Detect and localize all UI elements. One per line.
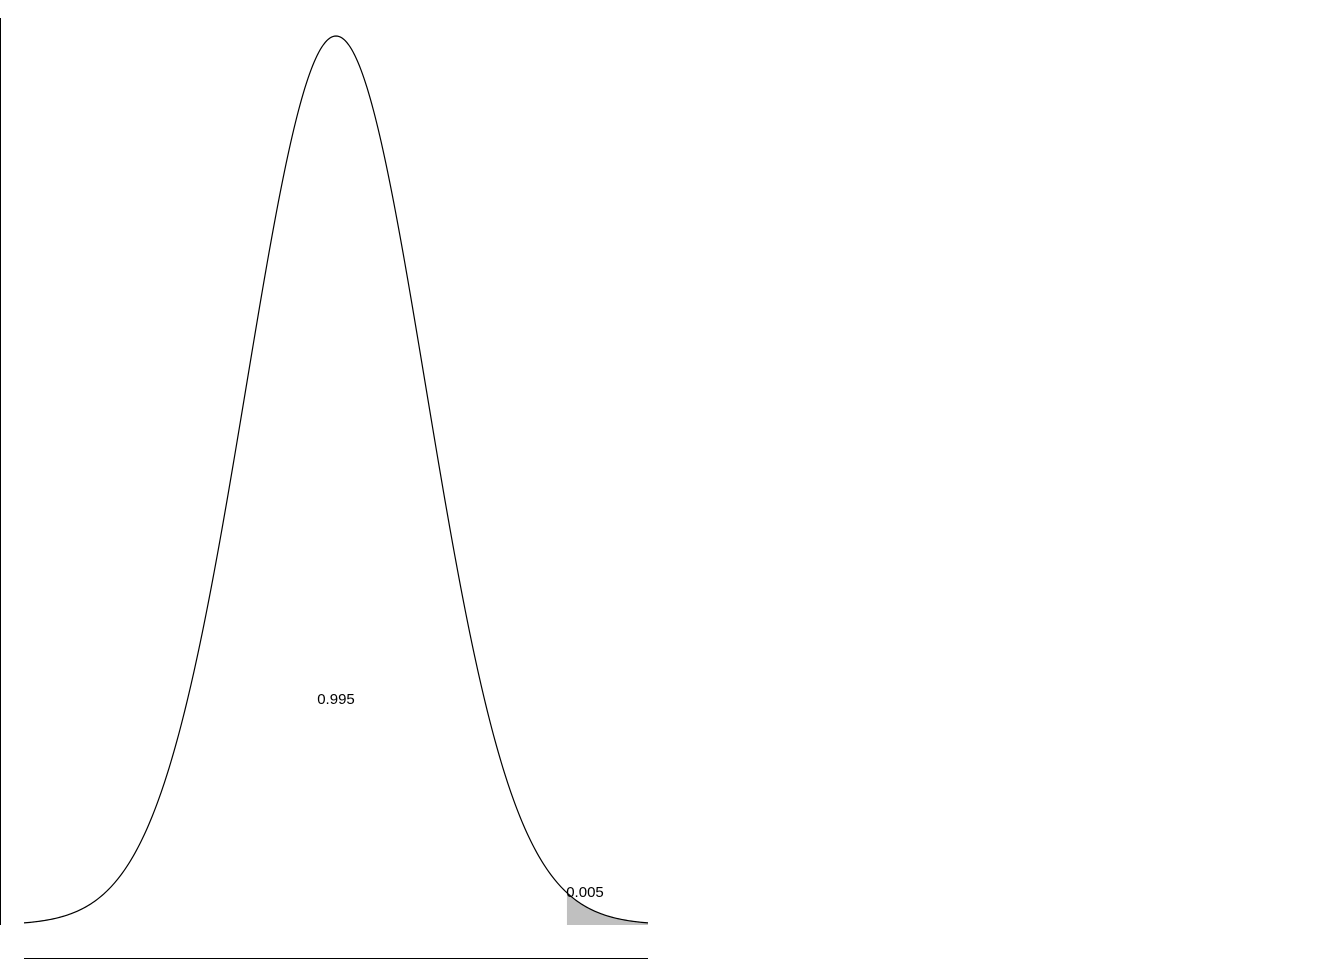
density-curve: [23, 35, 649, 924]
center-area-label: 0.995: [317, 691, 355, 708]
tail-area-label: 0.005: [566, 884, 604, 901]
upper-tail-shaded-area: [566, 892, 648, 925]
